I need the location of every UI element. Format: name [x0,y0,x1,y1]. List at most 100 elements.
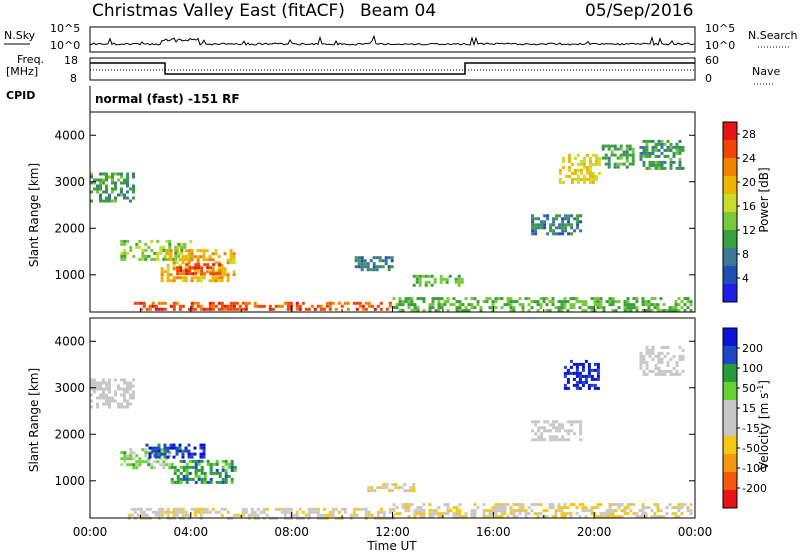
echo-cell [657,366,661,370]
echo-cell [159,463,163,467]
echo-cell [619,153,623,157]
echo-cell [358,304,362,308]
echo-cell [681,348,685,352]
echo-cell [584,303,588,307]
echo-cell [156,239,160,243]
echo-cell [455,506,459,510]
echo-cell [208,304,212,308]
echo-cell [531,226,535,230]
echo-cell [563,365,567,369]
echo-cell [191,272,195,276]
echo-cell [360,268,364,272]
echo-cell [518,503,522,507]
echo-cell [190,455,194,459]
echo-cell [283,510,287,514]
echo-cell [584,309,588,313]
echo-cell [588,177,592,181]
echo-cell [573,229,577,233]
echo-cell [639,354,643,358]
echo-cell [153,251,157,255]
echo-cell [126,239,130,243]
echo-cell [561,232,565,236]
echo-cell [617,515,621,519]
echo-cell [428,306,432,310]
echo-cell [494,297,498,301]
echo-cell [126,384,129,388]
echo-cell [384,256,388,260]
echo-cell [641,515,645,519]
echo-cell [194,480,198,484]
echo-cell [482,300,486,304]
echo-cell [534,438,538,442]
echo-cell [671,512,675,516]
echo-cell [96,405,99,409]
echo-cell [669,157,673,161]
echo-cell [509,306,513,310]
echo-cell [644,300,648,304]
echo-cell [540,220,544,224]
echo-cell [99,196,102,200]
echo-cell [181,452,185,456]
echo-cell [199,455,203,459]
echo-cell [202,258,206,262]
echo-cell [518,512,522,516]
echo-cell [194,474,198,478]
echo-cell [173,465,177,469]
echo-cell [133,510,137,514]
echo-cell [607,156,611,160]
echo-cell [178,446,182,450]
echo-cell [114,199,117,203]
echo-cell [647,309,651,313]
echo-cell [485,509,489,513]
echo-cell [608,509,612,513]
echo-cell [217,255,221,259]
echo-cell [211,301,215,305]
echo-cell [593,300,597,304]
echo-cell [476,303,480,307]
echo-cell [638,509,642,513]
echo-cell [572,371,576,375]
echo-cell [607,165,611,169]
echo-cell [96,396,99,400]
echo-cell [265,513,269,517]
echo-cell [635,309,639,313]
colorbar-swatch [723,230,737,249]
echo-cell [153,460,157,464]
echo-cell [123,251,127,255]
echo-cell [645,142,649,146]
echo-cell [206,459,210,463]
echo-cell [274,304,278,308]
colorbar-swatch [723,212,737,231]
echo-cell [165,257,169,261]
echo-cell [678,163,682,167]
echo-cell [458,509,462,513]
echo-cell [105,393,108,397]
echo-cell [132,196,135,200]
echo-cell [343,301,347,305]
echo-cell [191,465,195,469]
echo-cell [232,304,236,308]
echo-cell [427,280,431,284]
echo-cell [395,512,399,516]
echo-cell [689,509,693,513]
echo-cell [629,503,633,507]
echo-cell [651,345,655,349]
echo-cell [659,297,663,301]
echo-cell [220,513,224,517]
echo-cell [169,304,173,308]
echo-cell [96,187,99,191]
echo-region [563,359,600,390]
echo-cell [650,309,654,313]
echo-cell [196,507,200,511]
echo-cell [159,457,163,461]
echo-cell [370,513,374,517]
echo-cell [182,269,186,273]
echo-cell [686,297,690,301]
echo-cell [229,304,233,308]
echo-cell [608,303,612,307]
echo-cell [680,503,684,507]
echo-cell [187,261,191,265]
echo-cell [105,187,108,191]
